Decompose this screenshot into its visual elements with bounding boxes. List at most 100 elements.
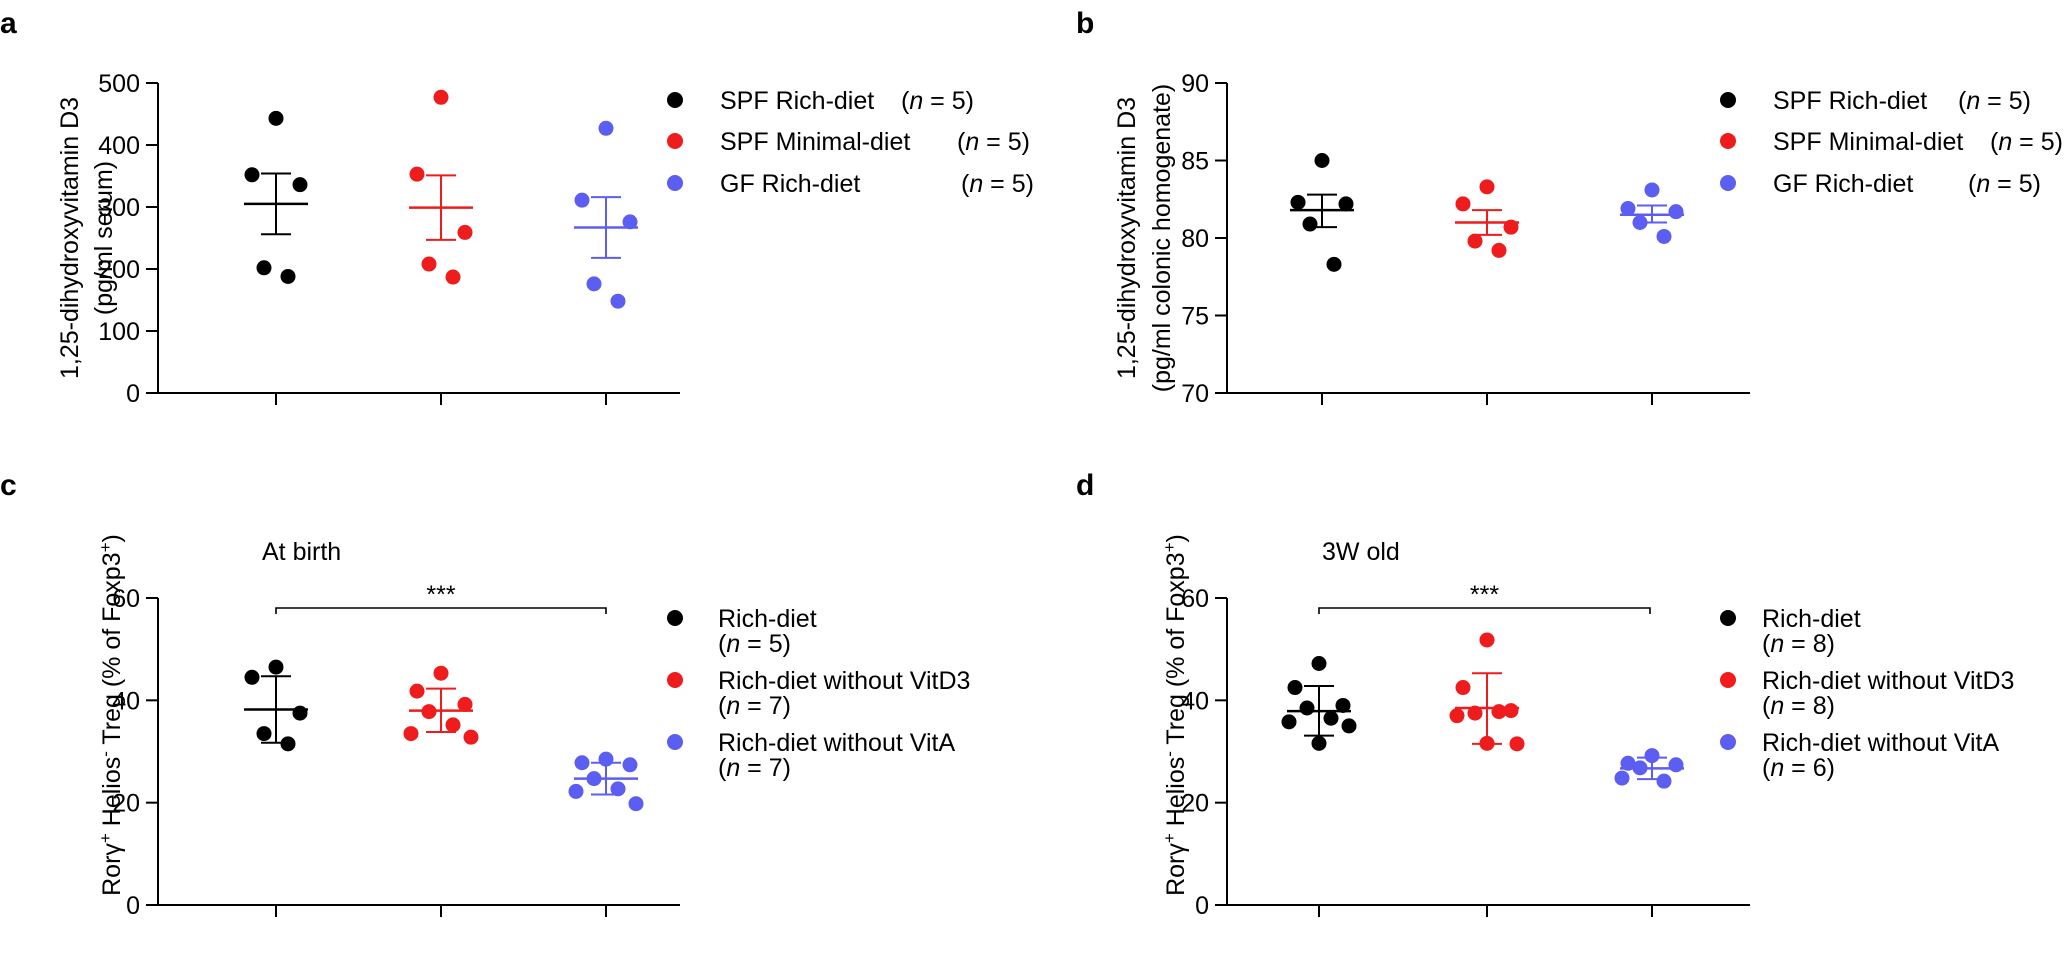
data-point — [1467, 705, 1483, 721]
legend-n-part: n — [1976, 170, 1990, 198]
data-point — [244, 669, 260, 685]
data-point — [1491, 704, 1507, 720]
legend-label: Rich-diet without VitD3 — [1762, 667, 2014, 695]
y-tick-label: 0 — [1195, 892, 1209, 920]
data-point — [1503, 703, 1519, 719]
data-point — [409, 683, 425, 699]
y-tick-label: 300 — [98, 194, 140, 222]
data-point — [1644, 182, 1660, 198]
data-point — [292, 177, 308, 193]
data-point — [574, 192, 590, 208]
legend-n-part: n — [1770, 692, 1784, 720]
data-point — [1467, 233, 1483, 249]
group-3 — [1614, 748, 1684, 789]
data-point — [622, 757, 638, 773]
y-tick-label: 400 — [98, 132, 140, 160]
y-axis-label: Rorγ+ Helios- Treg (% of Foxp3+) — [1160, 534, 1191, 896]
y-axis-label-part: ) — [98, 534, 126, 542]
legend-label: Rich-diet — [1762, 605, 1861, 633]
legend-n-part: ( — [718, 692, 727, 720]
y-axis-label-superscript: + — [1160, 542, 1179, 552]
legend-n-part: = 5) — [2012, 128, 2063, 156]
legend-n-part: ( — [1990, 128, 1999, 156]
data-point — [586, 276, 602, 292]
legend-n-part: n — [965, 128, 979, 156]
legend-n: (n = 8) — [1762, 630, 1835, 658]
legend-n-part: ( — [961, 170, 970, 198]
legend-n: (n = 7) — [718, 692, 791, 720]
legend-label: GF Rich-diet — [1773, 170, 1913, 198]
legend-label: SPF Minimal-diet — [720, 128, 910, 156]
y-axis-label-superscript: + — [96, 833, 115, 843]
data-point — [1632, 215, 1648, 230]
data-point — [463, 729, 479, 745]
data-point — [1449, 708, 1465, 724]
legend-n-part: ( — [1958, 87, 1967, 115]
data-point — [421, 704, 437, 720]
y-axis-label-superscript: - — [1160, 751, 1179, 757]
data-point — [1455, 196, 1471, 212]
data-point — [1620, 755, 1636, 771]
legend-n-part: = 6) — [1784, 754, 1835, 782]
legend-label: Rich-diet — [718, 605, 817, 633]
y-axis-label-part: Helios — [98, 757, 126, 833]
data-point — [598, 751, 614, 767]
group-2 — [403, 665, 479, 745]
data-point — [457, 696, 473, 712]
legend-n-part: n — [1770, 754, 1784, 782]
legend-n-part: ( — [718, 754, 727, 782]
y-tick-label: 70 — [1181, 380, 1209, 408]
y-axis-label-part: Helios — [1162, 757, 1190, 833]
data-point — [268, 110, 284, 126]
legend-n-part: n — [726, 692, 740, 720]
y-tick-label: 0 — [126, 380, 140, 408]
data-point — [1668, 204, 1684, 220]
data-point — [1338, 196, 1354, 212]
legend-n: (n = 5) — [957, 128, 1030, 156]
legend-n-part: n — [726, 630, 740, 658]
legend-marker — [1720, 734, 1736, 750]
panel-b: b 70 75 80 85 90 1,25-dihydroxyvitamin D3 (pg/m… — [1076, 7, 2063, 408]
legend-n-part: n — [1998, 128, 2012, 156]
data-point — [1509, 736, 1525, 752]
legend-n-part: = 5) — [923, 87, 974, 115]
data-point — [268, 659, 284, 675]
legend-n: (n = 6) — [1762, 754, 1835, 782]
y-tick-label: 20 — [112, 790, 140, 818]
group-2 — [1449, 632, 1525, 752]
y-tick-label: 40 — [1181, 687, 1209, 715]
data-point — [568, 783, 584, 799]
data-point — [1302, 216, 1318, 232]
legend-marker — [1720, 133, 1736, 149]
data-point — [1656, 228, 1672, 244]
legend-n: (n = 8) — [1762, 692, 1835, 720]
legend-n: (n = 5) — [961, 170, 1034, 198]
data-point — [1335, 697, 1351, 713]
data-point — [1299, 700, 1315, 716]
legend-marker — [1720, 610, 1736, 626]
data-point — [1455, 680, 1471, 696]
legend-n: (n = 5) — [1958, 87, 2031, 115]
data-point — [1479, 632, 1495, 648]
y-axis-label-superscript: + — [96, 542, 115, 552]
data-point — [280, 736, 296, 752]
data-point — [610, 781, 626, 797]
y-axis-label-superscript: - — [96, 751, 115, 757]
legend-label: SPF Rich-diet — [1773, 87, 1927, 115]
data-point — [1632, 760, 1648, 776]
legend-marker — [1720, 175, 1736, 191]
panel-label: d — [1076, 469, 1094, 502]
data-point — [1323, 710, 1339, 726]
legend-n-part: ( — [718, 630, 727, 658]
data-point — [1287, 680, 1303, 696]
significance-label: *** — [1470, 581, 1499, 609]
data-point — [1644, 748, 1660, 764]
group-2 — [1455, 179, 1519, 258]
y-axis-label-part: Treg (% of Foxp3 — [1162, 552, 1190, 751]
group-1 — [244, 110, 308, 284]
legend-n-part: = 8) — [1784, 692, 1835, 720]
data-point — [1668, 757, 1684, 773]
